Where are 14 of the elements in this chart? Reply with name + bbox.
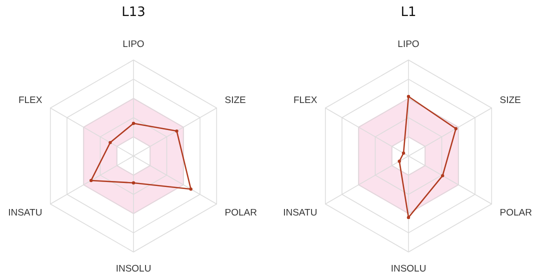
- spoke-label: POLAR: [500, 207, 532, 218]
- spoke-label: INSATU: [8, 207, 42, 218]
- spoke-label: FLEX: [18, 95, 43, 106]
- spoke-label: INSOLU: [390, 264, 426, 272]
- spoke-label: LIPO: [398, 39, 420, 50]
- spoke-label: SIZE: [500, 95, 521, 106]
- chart-title: L1: [400, 5, 416, 20]
- spoke-label: FLEX: [293, 95, 318, 106]
- chart-title: L13: [122, 5, 146, 20]
- spoke-label: SIZE: [224, 95, 246, 106]
- spoke-label: LIPO: [122, 39, 144, 50]
- spoke-label: INSOLU: [116, 264, 152, 272]
- spoke-label: POLAR: [224, 207, 258, 218]
- spoke-label: INSATU: [283, 207, 318, 218]
